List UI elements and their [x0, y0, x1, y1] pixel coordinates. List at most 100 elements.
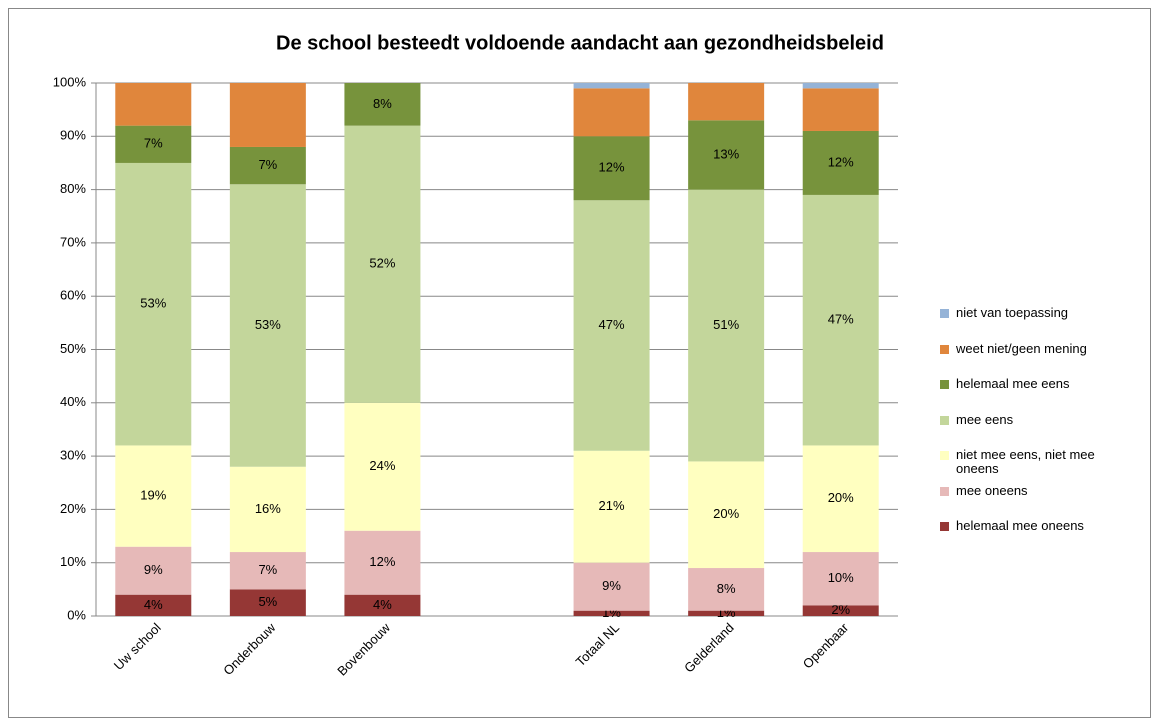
legend-label: helemaal mee oneens [956, 518, 1084, 533]
bar-segment [573, 200, 650, 451]
y-tick-label: 100% [53, 74, 87, 89]
bar-segment [688, 120, 765, 190]
legend-swatch [940, 486, 949, 496]
data-label: 9% [144, 562, 163, 577]
bar-segment [115, 83, 192, 126]
data-label: 51% [713, 317, 739, 332]
bar-segment [573, 450, 650, 563]
legend-item: weet niet/geen mening [940, 340, 1087, 356]
y-tick-label: 0% [67, 607, 86, 622]
bar-segment [802, 445, 879, 553]
y-tick-label: 90% [60, 128, 86, 143]
bar-segment [802, 605, 879, 616]
y-tick-label: 70% [60, 234, 86, 249]
y-tick-label: 60% [60, 288, 86, 303]
legend-item: mee eens [940, 411, 1014, 427]
data-label: 20% [828, 490, 854, 505]
data-label: 12% [828, 154, 854, 169]
data-label: 2% [831, 602, 850, 617]
bar-segment [688, 610, 765, 616]
legend-swatch [940, 309, 949, 318]
bar-segment [229, 552, 306, 590]
legend-swatch [940, 451, 949, 460]
bar-segment [688, 461, 765, 569]
y-tick-label: 50% [60, 341, 86, 356]
legend-label: niet mee eens, niet mee oneens [956, 447, 1095, 476]
bar-segment [115, 445, 192, 547]
bar-segment [229, 466, 306, 553]
data-label: 52% [369, 256, 395, 271]
bar-segment [229, 184, 306, 467]
bar-segment [229, 589, 306, 616]
data-label: 9% [602, 578, 621, 593]
bar-segment [573, 88, 650, 137]
data-label: 16% [255, 501, 281, 516]
y-tick-label: 30% [60, 448, 86, 463]
bar-segment [688, 83, 765, 121]
legend-label: mee eens [956, 411, 1014, 427]
y-tick-label: 20% [60, 501, 86, 516]
bar-segment [115, 594, 192, 616]
legend-label: weet niet/geen mening [956, 340, 1087, 356]
data-label: 47% [828, 312, 854, 327]
data-label: 19% [140, 488, 166, 503]
bar-segment [229, 146, 306, 185]
data-label: 53% [140, 296, 166, 311]
data-label: 4% [373, 597, 392, 612]
data-label: 8% [373, 96, 392, 111]
bar-segment [802, 130, 879, 195]
legend-swatch [940, 415, 949, 425]
bar-segment [573, 610, 650, 616]
y-tick-label: 80% [60, 181, 86, 196]
bar-segment [344, 530, 421, 595]
legend-item: mee oneens [940, 482, 1028, 498]
bar-segment [115, 162, 192, 446]
bar-segment [344, 125, 421, 403]
legend-item: helemaal mee eens [940, 377, 1069, 391]
bar-segment [688, 189, 765, 462]
data-label: 21% [599, 498, 625, 513]
data-label: 53% [255, 317, 281, 332]
bar-segment [802, 552, 879, 606]
data-label: 8% [717, 581, 736, 596]
bar-segment [229, 83, 306, 147]
y-tick-label: 10% [60, 554, 86, 569]
data-label: 12% [599, 160, 625, 175]
data-label: 24% [369, 458, 395, 473]
bar-segment [573, 83, 650, 89]
data-label: 4% [144, 597, 163, 612]
data-label: 13% [713, 146, 739, 161]
bar-segment [802, 194, 879, 446]
bar-segment [344, 83, 421, 126]
legend-label: niet van toepassing [956, 305, 1069, 320]
legend-swatch [940, 522, 949, 531]
bar-segment [802, 88, 879, 131]
bar-segment [802, 83, 879, 89]
data-label: 7% [258, 562, 277, 577]
bar-segment [115, 546, 192, 595]
legend-label: mee oneens [956, 482, 1028, 498]
bar-segment [573, 136, 650, 201]
bar-segment [688, 568, 765, 611]
data-label: 10% [828, 570, 854, 585]
legend-label: helemaal mee eens [956, 376, 1070, 391]
data-label: 5% [258, 594, 277, 609]
legend-item: niet van toepassing [940, 306, 1068, 320]
legend-swatch [940, 344, 949, 354]
legend-item: helemaal mee oneens [940, 519, 1084, 533]
legend-swatch [940, 380, 949, 389]
data-label: 47% [599, 317, 625, 332]
y-tick-label: 40% [60, 394, 86, 409]
bar-segment [115, 125, 192, 163]
data-label: 7% [258, 157, 277, 172]
bar-segment [573, 562, 650, 611]
legend-item: niet mee eens, niet mee oneens [940, 448, 1140, 476]
bar-segment [344, 402, 421, 531]
bar-segment [344, 594, 421, 616]
data-label: 7% [144, 136, 163, 151]
chart-title: De school besteedt voldoende aandacht aa… [276, 32, 884, 54]
data-label: 12% [369, 554, 395, 569]
data-label: 20% [713, 506, 739, 521]
